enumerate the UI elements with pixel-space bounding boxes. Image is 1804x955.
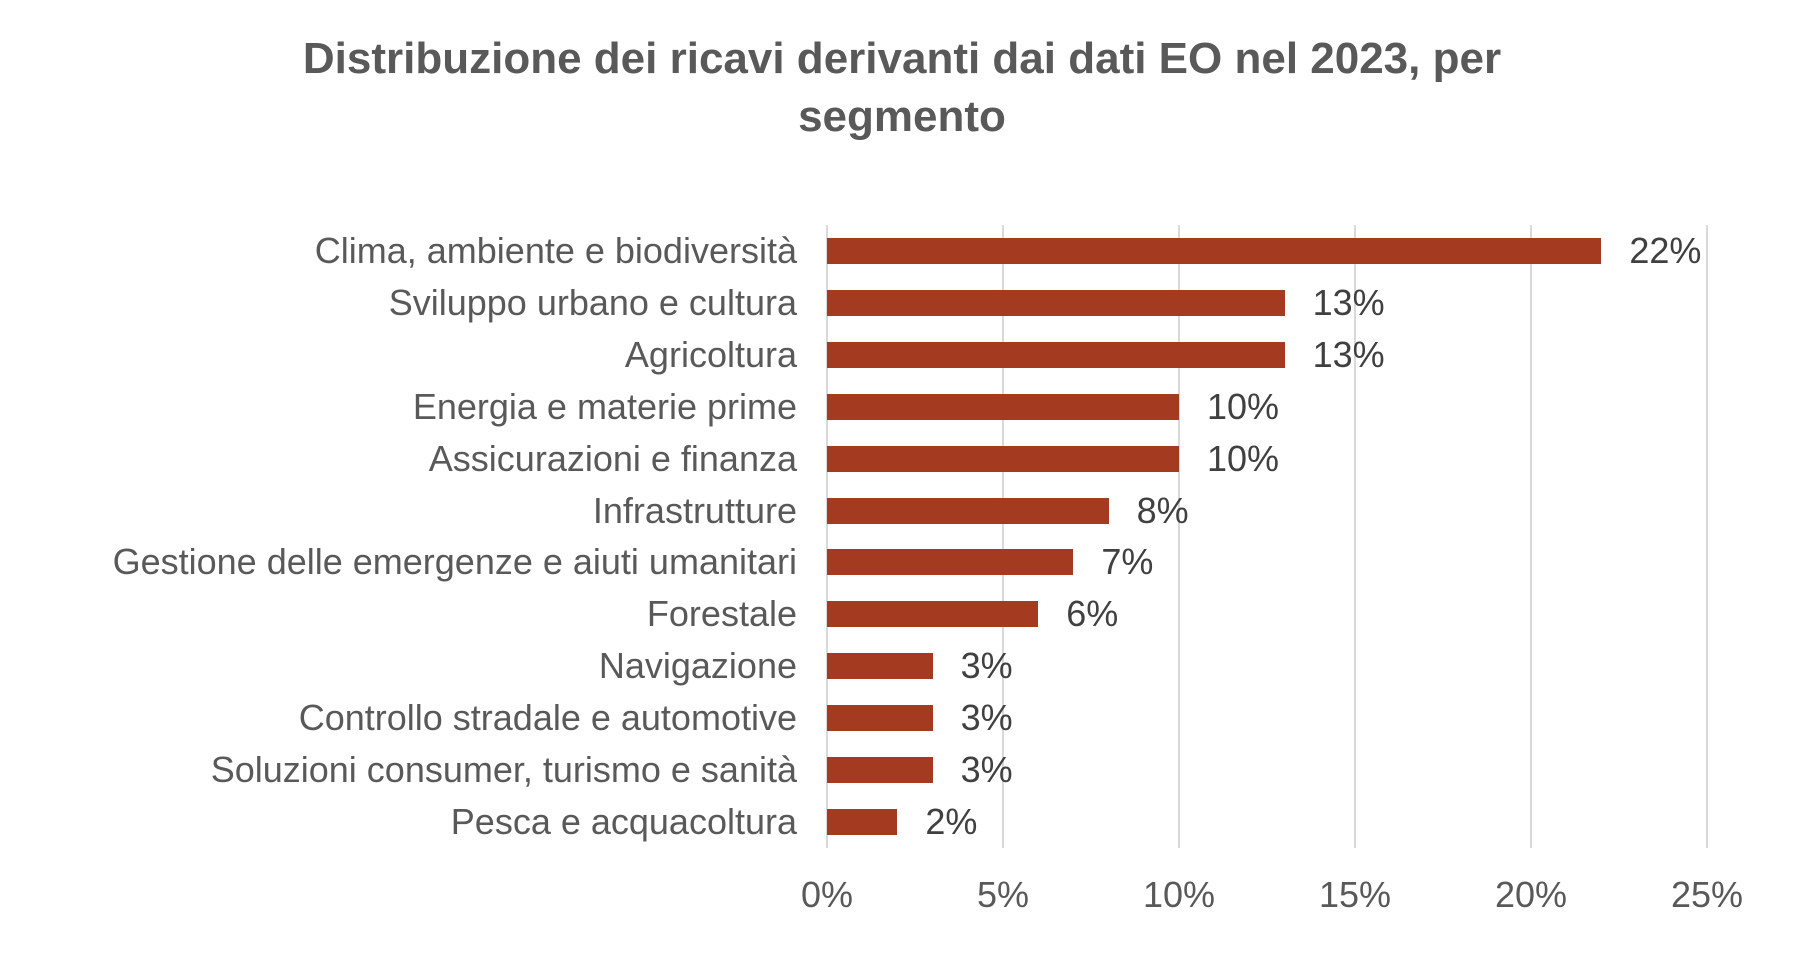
bar-row: Sviluppo urbano e cultura 13% — [389, 277, 1707, 329]
bar — [827, 289, 1285, 316]
gridline — [1354, 225, 1356, 848]
bar — [827, 757, 933, 784]
gridline — [1002, 225, 1004, 848]
value-label: 3% — [960, 697, 1013, 739]
x-axis-tick-label: 10% — [1142, 874, 1216, 915]
value-label: 13% — [1312, 333, 1385, 375]
value-label: 3% — [960, 749, 1013, 791]
category-label: Pesca e acquacoltura — [450, 801, 797, 843]
value-label: 22% — [1629, 229, 1702, 271]
x-axis-tick-label: 5% — [976, 874, 1030, 915]
x-axis-tick-label: 15% — [1318, 874, 1392, 915]
value-label: 7% — [1101, 541, 1154, 583]
value-label: 3% — [960, 645, 1013, 687]
bar — [827, 809, 898, 836]
category-label: Navigazione — [598, 645, 797, 687]
bar-row: Soluzioni consumer, turismo e sanità 3% — [211, 744, 1707, 796]
category-label: Agricoltura — [624, 333, 797, 375]
x-axis-tick-label: 25% — [1670, 874, 1744, 915]
chart-title: Distribuzione dei ricavi derivanti dai d… — [0, 30, 1804, 146]
value-label: 2% — [925, 801, 978, 843]
category-label: Forestale — [646, 593, 797, 635]
bar — [827, 393, 1179, 420]
category-label: Controllo stradale e automotive — [298, 697, 797, 739]
bar — [827, 341, 1285, 368]
x-axis-tick-label: 0% — [800, 874, 854, 915]
category-label: Sviluppo urbano e cultura — [388, 281, 797, 323]
category-label: Infrastrutture — [592, 489, 797, 531]
bar-row: Energia e materie prime 10% — [413, 381, 1707, 433]
bar-row: Pesca e acquacoltura 2% — [451, 796, 1707, 848]
bar — [827, 705, 933, 732]
category-label: Energia e materie prime — [412, 385, 797, 427]
value-label: 10% — [1207, 385, 1280, 427]
bar — [827, 445, 1179, 472]
bar — [827, 497, 1109, 524]
gridline — [1178, 225, 1180, 848]
bar — [827, 601, 1039, 628]
x-axis-tick-label: 20% — [1494, 874, 1568, 915]
bar — [827, 653, 933, 680]
gridline — [1530, 225, 1532, 848]
plot-area: Clima, ambiente e biodiversità 22% Svilupp… — [113, 225, 1743, 915]
bar-row: Assicurazioni e finanza 10% — [429, 433, 1707, 485]
x-axis: 0% 5% 10% 15% 20% 25% — [801, 874, 1743, 918]
bar-row: Infrastrutture 8% — [593, 485, 1707, 537]
bar-row: Gestione delle emergenze e aiuti umanita… — [113, 537, 1707, 589]
bar-row: Forestale 6% — [647, 588, 1707, 640]
gridline — [826, 225, 828, 848]
category-label: Clima, ambiente e biodiversità — [314, 229, 797, 271]
bar-row: Navigazione 3% — [599, 640, 1707, 692]
category-label: Assicurazioni e finanza — [428, 437, 797, 479]
bar-row: Clima, ambiente e biodiversità 22% — [315, 225, 1707, 277]
category-label: Gestione delle emergenze e aiuti umanita… — [112, 541, 797, 583]
value-label: 8% — [1136, 489, 1189, 531]
bar — [827, 237, 1602, 264]
bar-rows: Clima, ambiente e biodiversità 22% Svilupp… — [113, 225, 1707, 848]
value-label: 13% — [1312, 281, 1385, 323]
chart-title-text: Distribuzione dei ricavi derivanti dai d… — [302, 34, 1502, 142]
bar-row: Agricoltura 13% — [625, 329, 1707, 381]
bar-row: Controllo stradale e automotive 3% — [299, 692, 1707, 744]
bar — [827, 549, 1074, 576]
gridline — [1706, 225, 1708, 848]
value-label: 6% — [1066, 593, 1119, 635]
category-label: Soluzioni consumer, turismo e sanità — [210, 749, 797, 791]
value-label: 10% — [1207, 437, 1280, 479]
